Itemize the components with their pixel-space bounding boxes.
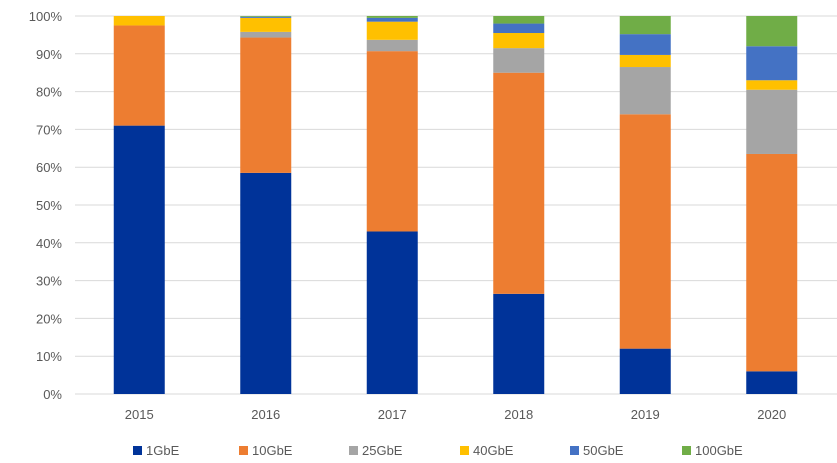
bar-segment-50gbe-2016	[240, 16, 292, 18]
y-tick-label: 20%	[36, 311, 62, 326]
legend-item-100gbe: 100GbE	[682, 443, 743, 458]
x-tick-label: 2015	[125, 407, 154, 422]
y-axis: 0% 10% 20% 30% 40% 50% 60% 70% 80% 90% 100%	[29, 9, 63, 402]
bar-segment-40gbe-2015	[113, 16, 165, 26]
legend-item-10gbe: 10GbE	[239, 443, 293, 458]
y-tick-label: 100%	[29, 9, 63, 24]
bar-segment-10gbe-2019	[619, 114, 671, 349]
bar-segment-50gbe-2019	[619, 34, 671, 55]
bar-segment-40gbe-2018	[493, 33, 545, 49]
bar-segment-1gbe-2015	[113, 125, 165, 395]
bar-segment-40gbe-2020	[746, 80, 798, 90]
legend: 1GbE 10GbE 25GbE 40GbE 50GbE 100GbE	[133, 443, 743, 458]
bar-segment-1gbe-2017	[366, 231, 418, 394]
legend-label: 10GbE	[252, 443, 293, 458]
legend-item-25gbe: 25GbE	[349, 443, 403, 458]
y-tick-label: 80%	[36, 85, 62, 100]
bar-segment-50gbe-2020	[746, 46, 798, 81]
legend-swatch	[460, 446, 469, 455]
bar-segment-50gbe-2017	[366, 17, 418, 22]
bar-segment-25gbe-2018	[493, 48, 545, 73]
legend-label: 50GbE	[583, 443, 624, 458]
legend-item-1gbe: 1GbE	[133, 443, 180, 458]
gridlines	[75, 15, 837, 395]
legend-label: 40GbE	[473, 443, 514, 458]
legend-swatch	[349, 446, 358, 455]
legend-swatch	[239, 446, 248, 455]
bar-segment-100gbe-2019	[619, 16, 671, 35]
bar-segment-10gbe-2018	[493, 72, 545, 294]
legend-item-40gbe: 40GbE	[460, 443, 514, 458]
y-tick-label: 30%	[36, 274, 62, 289]
bar-segment-100gbe-2017	[366, 16, 418, 18]
bar-segment-40gbe-2019	[619, 54, 671, 68]
bar-segment-25gbe-2020	[746, 89, 798, 154]
legend-label: 100GbE	[695, 443, 743, 458]
y-tick-label: 0%	[43, 387, 62, 402]
legend-swatch	[682, 446, 691, 455]
legend-label: 1GbE	[146, 443, 180, 458]
y-tick-label: 90%	[36, 47, 62, 62]
x-tick-label: 2016	[251, 407, 280, 422]
bar-segment-10gbe-2015	[113, 25, 165, 126]
y-tick-label: 50%	[36, 198, 62, 213]
y-tick-label: 60%	[36, 160, 62, 175]
y-tick-label: 70%	[36, 122, 62, 137]
bar-segment-1gbe-2020	[746, 371, 798, 394]
bar-segment-10gbe-2020	[746, 153, 798, 372]
legend-label: 25GbE	[362, 443, 403, 458]
bar-segment-40gbe-2017	[366, 21, 418, 40]
x-tick-label: 2019	[631, 407, 660, 422]
x-tick-label: 2018	[504, 407, 533, 422]
x-tick-label: 2017	[378, 407, 407, 422]
bar-segment-100gbe-2020	[746, 16, 798, 47]
legend-swatch	[133, 446, 142, 455]
bar-segment-1gbe-2018	[493, 293, 545, 394]
bar-segment-40gbe-2016	[240, 17, 292, 32]
bar-segment-10gbe-2016	[240, 37, 292, 173]
legend-swatch	[570, 446, 579, 455]
bar-segment-1gbe-2019	[619, 348, 671, 394]
bar-segment-100gbe-2016	[240, 16, 292, 17]
bar-segment-25gbe-2016	[240, 31, 292, 38]
bar-segment-25gbe-2017	[366, 39, 418, 52]
bar-segment-50gbe-2018	[493, 23, 545, 34]
x-tick-label: 2020	[757, 407, 786, 422]
bar-segment-25gbe-2019	[619, 67, 671, 115]
bar-segment-100gbe-2018	[493, 16, 545, 24]
bar-segment-1gbe-2016	[240, 172, 292, 394]
bars	[113, 16, 798, 395]
y-tick-label: 40%	[36, 236, 62, 251]
x-axis: 2015 2016 2017 2018 2019 2020	[125, 407, 786, 422]
legend-item-50gbe: 50GbE	[570, 443, 624, 458]
bar-segment-10gbe-2017	[366, 51, 418, 232]
y-tick-label: 10%	[36, 349, 62, 364]
